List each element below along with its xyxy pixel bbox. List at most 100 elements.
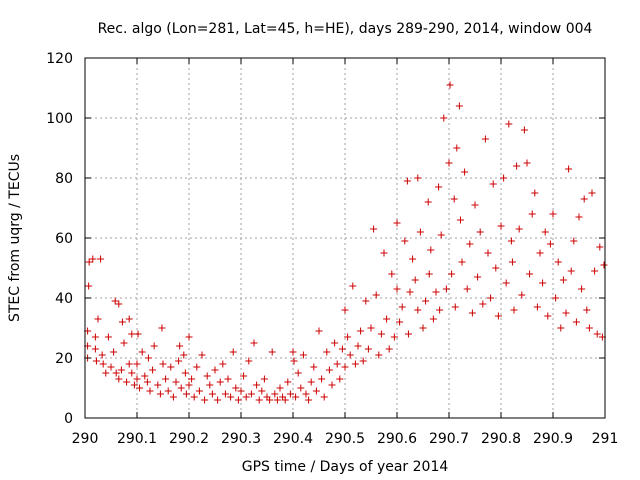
data-point [466,240,474,248]
data-point [588,189,596,197]
data-point [364,345,372,353]
data-point [146,387,154,395]
data-point [445,159,453,167]
data-point [328,381,336,389]
data-point [377,330,385,338]
data-point [91,345,99,353]
data-point [310,363,318,371]
data-point [341,306,349,314]
data-point [575,213,583,221]
data-point [446,81,454,89]
y-tick-label: 100 [46,111,73,127]
data-point [203,372,211,380]
data-point [111,297,119,305]
data-point [468,309,476,317]
data-point [583,306,591,314]
data-point [331,339,339,347]
data-point [520,126,528,134]
y-tick-label: 40 [55,291,73,307]
data-point [98,351,106,359]
x-tick-label: 290.8 [481,431,521,447]
data-point [362,297,370,305]
data-point [484,249,492,257]
data-point [102,369,110,377]
data-point [266,396,274,404]
data-point [450,195,458,203]
data-point [458,258,466,266]
data-point [85,258,93,266]
data-point [554,258,562,266]
data-point [286,390,294,398]
data-point [559,276,567,284]
data-point [596,243,604,251]
data-point [453,144,461,152]
x-tick-label: 290.1 [117,431,157,447]
data-point [536,249,544,257]
data-point [481,135,489,143]
data-point [411,276,419,284]
data-point [234,396,242,404]
data-point [211,366,219,374]
data-point [128,369,136,377]
data-point [489,180,497,188]
x-tick-label: 290.6 [377,431,417,447]
data-point [125,360,133,368]
data-point [159,360,167,368]
x-tick-label: 290 [72,431,99,447]
y-tick-label: 0 [64,411,73,427]
data-point [240,372,248,380]
data-point [292,393,300,401]
data-point [315,327,323,335]
data-point [229,348,237,356]
data-point [567,267,575,275]
x-tick-label: 290.4 [273,431,313,447]
data-point [403,177,411,185]
x-axis-label: GPS time / Days of year 2014 [242,459,449,475]
data-point [562,309,570,317]
data-point [201,396,209,404]
data-point [451,303,459,311]
data-point [134,330,142,338]
data-point [393,285,401,293]
data-point [370,225,378,233]
data-point [344,333,352,341]
data-point [247,390,255,398]
data-point [305,396,313,404]
data-point [552,294,560,302]
data-point [193,363,201,371]
data-point [507,237,515,245]
data-point [476,228,484,236]
x-tick-label: 290.7 [429,431,469,447]
data-point [214,396,222,404]
data-point [502,279,510,287]
data-point [354,342,362,350]
data-point [497,222,505,230]
data-point [518,291,526,299]
data-point [253,381,261,389]
data-point [323,348,331,356]
data-point [255,396,263,404]
data-point [190,393,198,401]
data-point [158,324,166,332]
data-point [341,363,349,371]
data-point [118,318,126,326]
data-point [414,306,422,314]
data-point [177,384,185,392]
data-point [526,270,534,278]
y-tick-label: 80 [55,171,73,187]
data-point [195,387,203,395]
data-point [164,387,172,395]
data-point [219,360,227,368]
data-point [531,189,539,197]
data-point [580,195,588,203]
data-point [510,306,518,314]
data-point [346,351,354,359]
data-point [600,261,608,269]
data-point [176,342,184,350]
data-point [138,348,146,356]
data-point [115,375,123,383]
data-point [221,390,229,398]
data-point [474,273,482,281]
data-point [565,165,573,173]
data-point [154,381,162,389]
